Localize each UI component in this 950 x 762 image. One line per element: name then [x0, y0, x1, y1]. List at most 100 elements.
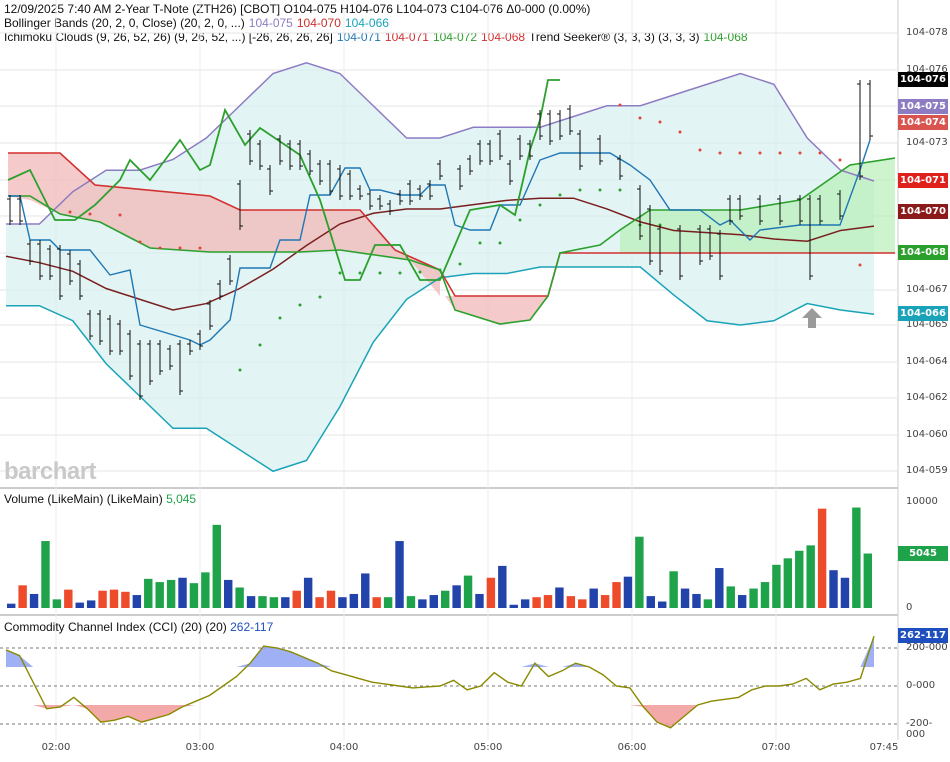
volume-bar [578, 599, 587, 608]
trend-seeker-dot [438, 268, 442, 272]
trend-seeker-dot [698, 148, 702, 152]
bollinger-upper-value: 104-075 [248, 16, 293, 30]
volume-bar [658, 601, 667, 608]
price-tick-label: 104-060 [906, 429, 948, 440]
bollinger-label: Bollinger Bands (20, 2, 0, Close) (20, 2… [4, 16, 245, 30]
time-tick-label: 05:00 [473, 742, 503, 753]
volume-tick-label: 0 [906, 602, 913, 613]
volume-bar [543, 595, 553, 608]
trend-seeker-dot [378, 271, 382, 275]
trend-seeker-dot [518, 218, 522, 222]
volume-bar [121, 591, 130, 608]
price-badge: 104-076 [898, 72, 948, 87]
trend-seeker-dot [618, 188, 622, 192]
volume-bar [475, 593, 484, 608]
trend-seeker-dot [718, 151, 722, 155]
header-title: 12/09/2025 7:40 AM 2-Year T-Note (ZTH26)… [4, 2, 591, 16]
volume-bar [817, 508, 827, 608]
trend-seeker-dot [398, 271, 402, 275]
volume-bar [406, 596, 416, 608]
volume-bar [109, 589, 119, 608]
time-tick-label: 02:00 [41, 742, 71, 753]
volume-bar [258, 596, 267, 608]
volume-bar [86, 600, 96, 608]
cci-legend[interactable]: Commodity Channel Index (CCI) (20) (20) … [4, 620, 273, 634]
volume-bar [680, 588, 690, 608]
trend-seeker-dot [738, 151, 742, 155]
bollinger-legend[interactable]: Bollinger Bands (20, 2, 0, Close) (20, 2… [4, 16, 393, 30]
volume-bar [463, 575, 473, 608]
trend-seeker-dot [178, 246, 182, 250]
cci-value: 262-117 [230, 620, 274, 634]
volume-value: 5,045 [166, 492, 197, 506]
trend-seeker-dot [458, 262, 462, 266]
trend-seeker-dot [358, 271, 362, 275]
volume-bar [726, 586, 735, 608]
cci-overbought-fill [6, 636, 874, 667]
price-badge: 104-074 [898, 115, 948, 130]
time-tick-label: 03:00 [185, 742, 215, 753]
trend-seeker-dot [418, 270, 422, 274]
trend-seeker-dot [478, 241, 482, 245]
trend-seeker-dot [578, 188, 582, 192]
volume-bar [75, 602, 84, 608]
volume-bar [166, 579, 176, 608]
cci-badge: 262-117 [898, 628, 948, 643]
volume-bar [760, 582, 770, 608]
volume-bar [29, 593, 39, 608]
bollinger-mid-value: 104-070 [296, 16, 341, 30]
volume-bar [646, 596, 655, 608]
ichimoku-cloud-red-2 [445, 296, 548, 324]
volume-bar [772, 564, 781, 608]
volume-bar [372, 597, 381, 608]
price-badge: 104-075 [898, 99, 948, 114]
volume-bar [600, 595, 610, 608]
volume-bar [749, 588, 758, 608]
volume-bar [281, 597, 290, 608]
price-tick-label: 104-073 [906, 137, 948, 148]
price-tick-label: 104-064 [906, 356, 948, 367]
trend-seeker-dot [538, 203, 542, 207]
volume-bar [532, 597, 541, 608]
volume-bar [155, 582, 164, 608]
barchart-watermark: barchart [4, 458, 97, 485]
volume-bar [98, 590, 107, 608]
up-arrow-icon [802, 308, 822, 328]
volume-bar [783, 558, 793, 608]
volume-bar [52, 599, 62, 608]
bollinger-band-fill [6, 62, 874, 472]
trend-seeker-dot [858, 263, 862, 267]
price-badge: 104-071 [898, 173, 948, 188]
cci-tick-label: -200-000 [906, 718, 933, 740]
volume-bar [395, 541, 404, 608]
volume-bar [178, 577, 187, 608]
volume-bar [201, 572, 210, 608]
price-tick-label: 104-062 [906, 392, 948, 403]
trend-seeker-dot [558, 193, 562, 197]
volume-bar [806, 545, 815, 608]
volume-bar [246, 596, 256, 608]
price-tick-label: 104-059 [906, 465, 948, 476]
trend-seeker-dot [618, 103, 622, 107]
cci-tick-label: 0-000 [906, 680, 936, 691]
volume-bar [235, 587, 244, 608]
cci-label: Commodity Channel Index (CCI) (20) (20) [4, 620, 227, 634]
trend-seeker-dot [778, 151, 782, 155]
volume-bar [635, 536, 644, 608]
trend-seeker-dot [138, 240, 142, 244]
volume-bar [566, 596, 576, 608]
trend-seeker-dot [798, 151, 802, 155]
volume-bar [737, 595, 747, 608]
volume-legend[interactable]: Volume (LikeMain) (LikeMain) 5,045 [4, 492, 196, 506]
trend-seeker-dot [298, 303, 302, 307]
trend-seeker-dot [68, 210, 72, 214]
volume-bar [349, 593, 359, 608]
cci-line [5, 636, 875, 729]
volume-bar [498, 565, 507, 608]
volume-bar [144, 578, 153, 608]
bollinger-upper-line [6, 61, 875, 225]
trend-seeker-dot [88, 212, 92, 216]
volume-bar [863, 553, 872, 608]
time-tick-label: 06:00 [617, 742, 647, 753]
